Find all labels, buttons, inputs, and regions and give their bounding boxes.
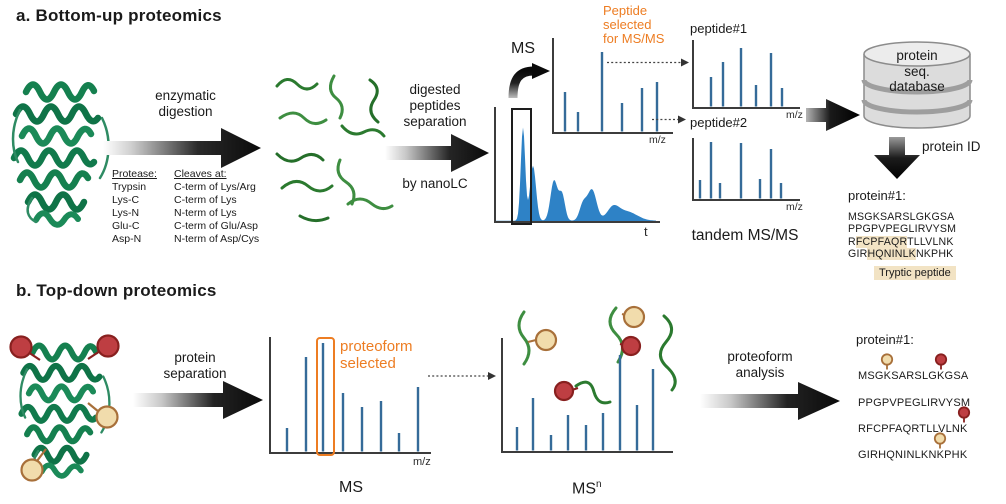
seq-line: GIRHQNINLKNKPHK: [848, 247, 954, 260]
ms-survey-spectrum: [552, 38, 673, 134]
ptm-red-circle: [96, 334, 120, 358]
seq-line-b: PPGPVPEGLIRVYSM: [858, 397, 971, 409]
table-cell: Lys-C: [112, 193, 140, 206]
mz-axis-label-b: m/z: [413, 456, 431, 468]
enzymatic-digestion-label: enzymatic digestion: [155, 88, 216, 119]
proteoform-analysis-label: proteoform analysis: [727, 349, 793, 380]
msn-label: MSn: [572, 479, 602, 498]
protein-separation-arrow-icon: [133, 381, 263, 419]
table-cell: Glu-C: [112, 219, 140, 232]
ptm-stem: [87, 402, 100, 413]
database-arrow-icon: [806, 99, 860, 131]
dashed-arrow-msn-icon: [428, 372, 496, 380]
protein-ribbon-b: [9, 334, 120, 482]
nanolc-arrow-icon: [385, 134, 489, 172]
ptm-tan-marker: [881, 353, 894, 370]
ptm-red-marker: [934, 353, 947, 370]
protease-header: Protease:: [112, 168, 157, 180]
nanolc-chromatogram: [494, 107, 660, 223]
ms-label-a: MS: [511, 40, 535, 57]
msn-spectrum: [501, 305, 677, 453]
ptm-stem: [87, 350, 101, 360]
protein-result-b-title: protein#1:: [856, 332, 914, 347]
dashed-arrow-peptide1-icon: [607, 58, 689, 67]
enzymatic-digestion-arrow-icon: [103, 128, 261, 168]
table-cell: N-term of Lys: [174, 206, 237, 219]
peptide2-label: peptide#2: [690, 115, 748, 130]
proteoform-selection-box: [316, 337, 335, 456]
peptide-selected-note: Peptide selected for MS/MS: [603, 3, 665, 46]
protein-separation-label: protein separation: [163, 350, 227, 381]
table-cell: C-term of Lys/Arg: [174, 180, 256, 193]
peptide2-msms-spectrum: [692, 138, 800, 201]
seq-line-b: RFCPFAQRTLLVLNK: [858, 423, 968, 435]
ptm-tan-circle: [95, 405, 119, 429]
section-b-title: b. Top-down proteomics: [16, 281, 217, 300]
proteoform-selected-note: proteoform selected: [340, 338, 413, 372]
chromatogram-selection-box: [511, 108, 532, 225]
seq-line: PPGPVPEGLIRVYSM: [848, 223, 957, 236]
proteoform-analysis-arrow-icon: [700, 382, 840, 420]
time-axis-label: t: [644, 224, 648, 239]
seq-line-b: MSGKSARSLGKGSA: [858, 370, 969, 382]
cleaves-header: Cleaves at:: [174, 168, 227, 180]
dashed-arrow-peptide2-icon: [652, 115, 686, 124]
database-label: protein seq. database: [889, 48, 945, 94]
table-cell: N-term of Asp/Cys: [174, 232, 260, 245]
protein-sequence-a: MSGKSARSLGKGSA PPGPVPEGLIRVYSM RFCPFAQRT…: [848, 211, 956, 260]
protein-result-a: protein#1: MSGKSARSLGKGSA PPGPVPEGLIRVYS…: [848, 188, 956, 281]
seq-line-b: GIRHQNINLKNKPHK: [858, 449, 968, 461]
mz-axis-label-pep1: m/z: [786, 109, 803, 121]
peptide1-msms-spectrum: [692, 40, 800, 109]
seq-line: MSGKSARSLGKGSA: [848, 211, 955, 223]
protease-table: Protease: Cleaves at: Trypsin C-term of …: [112, 168, 259, 245]
ptm-tan-marker: [934, 432, 947, 449]
mz-axis-label-pep2: m/z: [786, 201, 803, 213]
ms-curved-arrow-icon: [508, 63, 550, 99]
ptm-red-circle: [9, 335, 33, 359]
table-cell: Trypsin: [112, 180, 147, 193]
mz-axis-label-a: m/z: [649, 134, 666, 146]
table-cell: Lys-N: [112, 206, 140, 219]
table-cell: C-term of Glu/Asp: [174, 219, 259, 232]
protein-database-icon: [861, 41, 973, 129]
table-cell: Asp-N: [112, 232, 142, 245]
ptm-stem: [36, 448, 47, 462]
protein-ribbon-a: [6, 70, 118, 232]
digested-peptides-squiggles: [275, 74, 394, 223]
ms-label-b: MS: [339, 479, 363, 496]
protein-result-a-title: protein#1:: [848, 188, 906, 203]
nanolc-label: by nanoLC: [402, 176, 468, 191]
separation-label: digested peptides separation: [403, 82, 467, 129]
section-a-title: a. Bottom-up proteomics: [16, 6, 222, 25]
ptm-tan-circle: [20, 458, 44, 482]
protein-id-arrow-icon: [874, 137, 920, 179]
tandem-msms-label: tandem MS/MS: [691, 227, 799, 244]
ptm-red-marker: [957, 406, 970, 423]
protein-result-b: protein#1: MSGKSARSLGKGSA PPGPVPEGLIRVYS…: [856, 332, 996, 472]
table-cell: C-term of Lys: [174, 193, 237, 206]
protein-id-label: protein ID: [922, 139, 981, 154]
tryptic-peptide-legend: Tryptic peptide: [874, 266, 956, 281]
ms-spectrum-b: [269, 337, 431, 454]
peptide1-label: peptide#1: [690, 21, 748, 36]
seq-line: RFCPFAQRTLLVLNK: [848, 235, 954, 248]
